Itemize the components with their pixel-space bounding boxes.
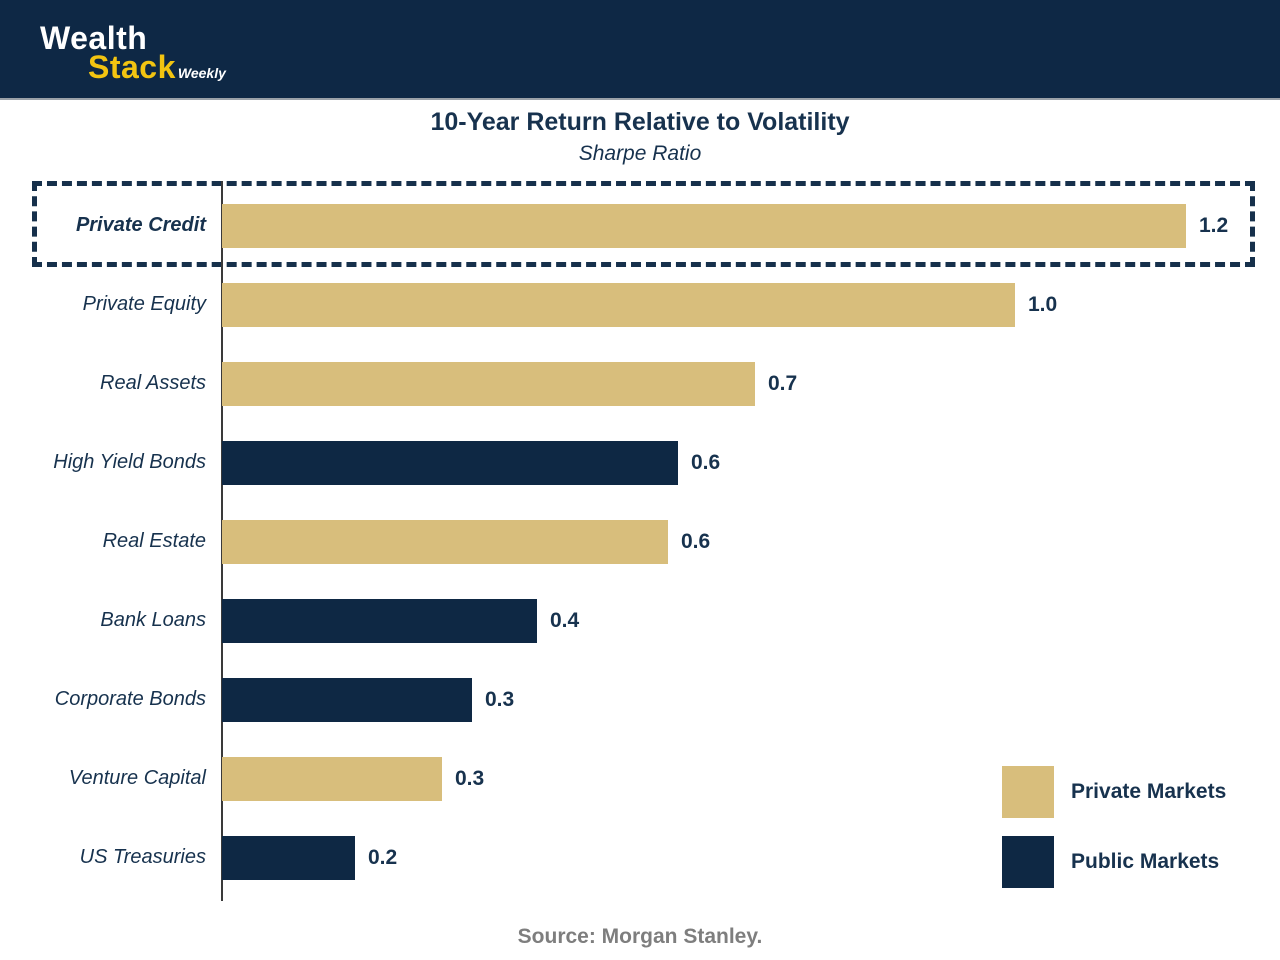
legend-item-public-markets: Public Markets: [1002, 836, 1226, 888]
bar-value-label: 1.2: [1199, 213, 1229, 237]
bar-value-label: 0.4: [550, 608, 580, 632]
private-market-bar: [222, 203, 1186, 248]
legend: Private Markets Public Markets: [1002, 766, 1226, 906]
logo-weekly-text: Weekly: [177, 65, 226, 81]
category-label: High Yield Bonds: [53, 451, 206, 473]
category-label: Venture Capital: [68, 767, 206, 789]
bar-value-label: 0.6: [681, 529, 711, 553]
legend-label-public-markets: Public Markets: [1071, 850, 1220, 873]
private-market-bar: [222, 361, 755, 406]
category-label: US Treasuries: [79, 846, 206, 868]
public-markets-swatch: [1002, 836, 1054, 888]
chart-title: 10-Year Return Relative to Volatility: [430, 108, 850, 136]
logo-line2: Stack Weekly: [88, 51, 226, 83]
private-market-bar: [222, 756, 442, 801]
bar-value-label: 0.3: [455, 766, 485, 790]
public-market-bar: [222, 598, 537, 643]
private-market-bar: [222, 519, 668, 564]
chart-row: Corporate Bonds 0.3: [0, 660, 1280, 739]
source-text: Source: Morgan Stanley.: [517, 925, 763, 948]
category-label: Corporate Bonds: [54, 688, 206, 710]
chart-row: Real Estate 0.6: [0, 502, 1280, 581]
bar-value-label: 0.7: [768, 371, 798, 395]
chart-row: Venture Capital 0.3: [0, 739, 1280, 818]
bar-value-label: 1.0: [1028, 292, 1058, 316]
legend-label-private-markets: Private Markets: [1071, 780, 1227, 803]
chart-row: High Yield Bonds 0.6: [0, 423, 1280, 502]
category-label: Private Equity: [82, 293, 206, 315]
public-market-bar: [222, 677, 472, 722]
chart-subtitle: Sharpe Ratio: [578, 142, 702, 165]
private-credit-highlight-box: [32, 181, 1255, 267]
public-market-bar: [222, 835, 355, 880]
chart-row: Private Credit 1.2: [0, 186, 1280, 265]
private-markets-swatch: [1002, 766, 1054, 818]
category-label: Bank Loans: [100, 609, 206, 631]
chart-row: Real Assets 0.7: [0, 344, 1280, 423]
bar-value-label: 0.2: [368, 845, 398, 869]
chart-rows: Private Credit 1.2 Private Equity 1.0 Real A…: [0, 186, 1280, 897]
category-label: Private Credit: [75, 214, 206, 236]
private-market-bar: [222, 282, 1015, 327]
chart-row: Private Equity 1.0: [0, 265, 1280, 344]
chart-row: Bank Loans 0.4: [0, 581, 1280, 660]
logo-wealth-text: Wealth: [40, 20, 148, 56]
header: Wealth Stack Weekly: [0, 0, 1280, 100]
public-market-bar: [222, 440, 678, 485]
category-label: Real Estate: [102, 530, 206, 552]
chart-row: US Treasuries 0.2: [0, 818, 1280, 897]
logo-stack-text: Stack: [88, 49, 176, 85]
legend-item-private-markets: Private Markets: [1002, 766, 1226, 818]
bar-value-label: 0.6: [691, 450, 721, 474]
category-label: Real Assets: [100, 372, 206, 394]
bar-value-label: 0.3: [485, 687, 515, 711]
